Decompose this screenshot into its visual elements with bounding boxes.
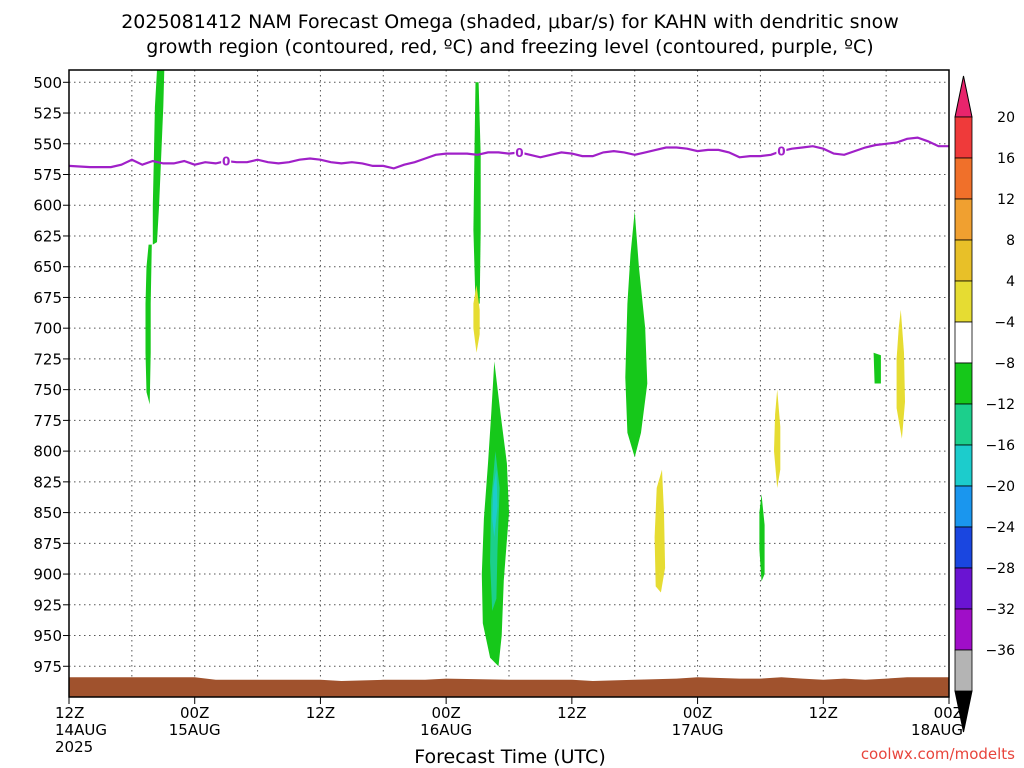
colorbar-label: −20 — [985, 479, 1015, 495]
x-tick-label: 18AUG — [911, 721, 963, 739]
x-tick-label: 00Z — [934, 704, 963, 722]
colorbar-label: 4 — [1006, 274, 1015, 290]
x-tick-label: 16AUG — [420, 721, 472, 739]
colorbar-band — [954, 649, 973, 692]
chart-title-line-1: 2025081412 NAM Forecast Omega (shaded, μ… — [121, 11, 899, 33]
x-axis-label: Forecast Time (UTC) — [414, 746, 605, 768]
y-tick-label: 575 — [33, 166, 62, 184]
omega-shaded-regions — [145, 70, 905, 667]
freezing-level-label-bg — [221, 153, 232, 168]
x-tick-label: 12Z — [557, 704, 586, 722]
y-tick-label: 850 — [33, 504, 62, 522]
freezing-level-layer: 0 0 0 — [68, 136, 949, 170]
y-tick-label: 775 — [33, 412, 62, 430]
freezing-level-label-bg — [514, 145, 525, 160]
colorbar-band — [954, 198, 973, 241]
y-tick-label: 900 — [33, 566, 62, 584]
colorbar-band — [954, 608, 973, 651]
colorbar-label: −4 — [994, 315, 1015, 331]
colorbar-band — [954, 526, 973, 569]
omega-region — [473, 82, 481, 304]
colorbar-label: −12 — [985, 397, 1015, 413]
colorbar-label: −32 — [985, 602, 1015, 618]
y-tick-label: 500 — [33, 74, 62, 92]
colorbar-band — [954, 567, 973, 610]
y-tick-label: 700 — [33, 320, 62, 338]
y-tick-label: 950 — [33, 627, 62, 645]
x-tick-label: 00Z — [683, 704, 712, 722]
colorbar-band — [954, 444, 973, 487]
colorbar-label: 16 — [997, 151, 1015, 167]
y-tick-label: 975 — [33, 658, 62, 676]
x-tick-label: 12Z — [306, 704, 335, 722]
freezing-level-label-bg — [776, 144, 787, 159]
colorbar-label: −28 — [985, 561, 1015, 577]
colorbar-label: 8 — [1006, 233, 1015, 249]
x-tick-label: 12Z — [55, 704, 84, 722]
colorbar-band — [954, 116, 973, 159]
colorbar-band — [954, 362, 973, 405]
x-tick-label: 17AUG — [672, 721, 724, 739]
colorbar-label: 20 — [997, 110, 1015, 126]
terrain-area — [69, 677, 949, 697]
omega-region — [654, 469, 666, 593]
y-tick-label: 750 — [33, 381, 62, 399]
omega-region — [145, 244, 152, 405]
credit-text: coolwx.com/modelts — [861, 745, 1015, 763]
colorbar-label: −8 — [994, 356, 1015, 372]
freezing-level-label: 0 — [777, 145, 785, 159]
y-tick-label: 625 — [33, 227, 62, 245]
x-tick-label: 2025 — [55, 738, 93, 756]
y-tick-label: 550 — [33, 135, 62, 153]
y-tick-label: 650 — [33, 258, 62, 276]
y-tick-label: 800 — [33, 443, 62, 461]
chart-title-line-2: growth region (contoured, red, ºC) and f… — [146, 36, 873, 58]
omega-region — [774, 389, 781, 488]
omega-region — [625, 211, 648, 458]
freezing-level-label: 0 — [222, 154, 230, 168]
colorbar-label: 12 — [997, 192, 1015, 208]
omega-region — [152, 70, 165, 245]
colorbar: 20 16 12 8 4 −4 −8 −12 −16 −20 −24 −28 −32 −36 — [954, 75, 1015, 733]
omega-region — [492, 469, 498, 538]
x-tick-label: 00Z — [180, 704, 209, 722]
colorbar-arrow-up — [954, 75, 973, 118]
y-axis-ticks: 500 525 550 575 600 625 650 675 700 725 750 775 800 8… — [33, 74, 69, 676]
freezing-level-label: 0 — [515, 146, 523, 160]
colorbar-label: −16 — [985, 438, 1015, 454]
colorbar-band — [954, 157, 973, 200]
x-tick-label: 15AUG — [169, 721, 221, 739]
y-tick-label: 725 — [33, 350, 62, 368]
omega-region — [896, 309, 905, 439]
y-tick-label: 825 — [33, 473, 62, 491]
y-tick-label: 675 — [33, 289, 62, 307]
y-tick-label: 925 — [33, 596, 62, 614]
omega-region — [473, 285, 480, 353]
colorbar-band — [954, 403, 973, 446]
y-tick-label: 600 — [33, 197, 62, 215]
omega-region — [759, 494, 765, 582]
colorbar-band — [954, 485, 973, 528]
plot-frame — [68, 69, 950, 698]
x-tick-label: 12Z — [809, 704, 838, 722]
y-tick-label: 525 — [33, 105, 62, 123]
x-tick-label: 14AUG — [55, 721, 107, 739]
terrain-layer — [69, 677, 949, 697]
omega-region — [873, 352, 881, 384]
y-tick-label: 875 — [33, 535, 62, 553]
colorbar-label: −36 — [985, 643, 1015, 659]
grid-lines — [69, 70, 949, 697]
colorbar-label: −24 — [985, 520, 1015, 536]
colorbar-band — [954, 321, 973, 364]
colorbar-band — [954, 280, 973, 323]
colorbar-band — [954, 239, 973, 282]
x-tick-label: 00Z — [431, 704, 460, 722]
